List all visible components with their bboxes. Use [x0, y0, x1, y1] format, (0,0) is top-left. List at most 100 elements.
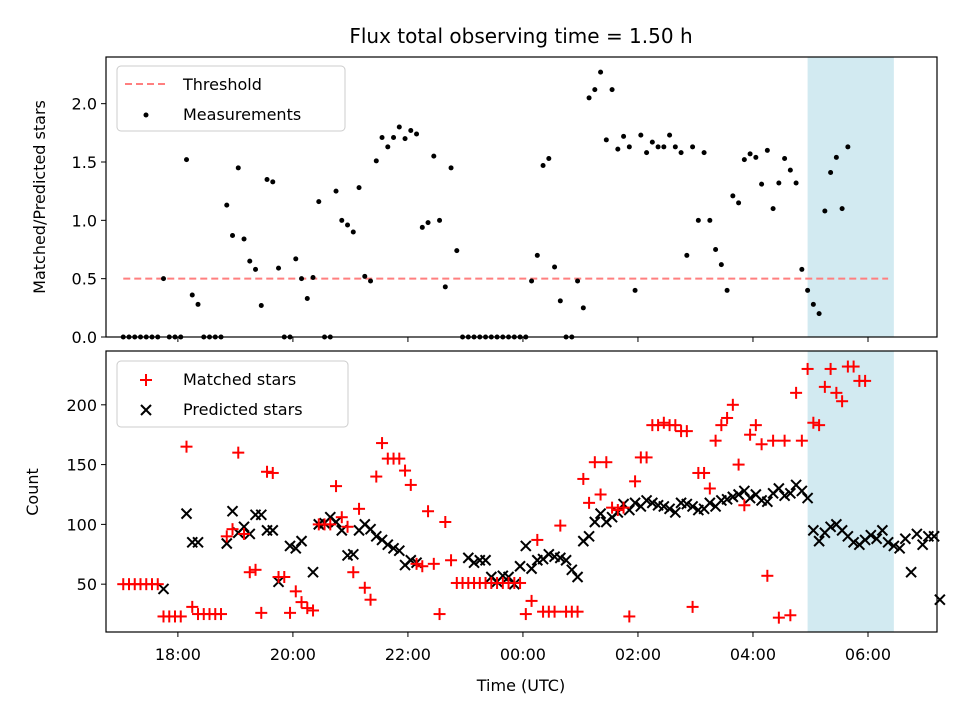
top-y-tick-label: 1.5: [72, 153, 97, 172]
measurements-legend-swatch: [143, 112, 149, 118]
top-panel: 0.00.51.01.52.0 Matched/Predicted stars …: [30, 56, 938, 347]
matched-point: [738, 499, 751, 512]
measurement-point: [747, 151, 753, 157]
measurement-point: [828, 170, 834, 175]
matched-legend-label: Matched stars: [183, 370, 296, 389]
measurement-point: [356, 185, 362, 191]
bottom-plot-frame: [105, 350, 938, 633]
matched-point: [577, 472, 590, 485]
measurement-point: [230, 233, 236, 238]
predicted-point: [870, 533, 883, 545]
matched-point: [410, 557, 423, 570]
bottom-y-tick-label: 100: [66, 515, 97, 534]
matched-point: [151, 578, 164, 591]
measurement-point: [258, 303, 264, 308]
matched-point: [174, 610, 187, 623]
matched-point: [439, 515, 452, 528]
matched-point: [353, 502, 366, 515]
measurement-point: [764, 147, 770, 153]
measurement-point: [592, 87, 598, 93]
measurement-point: [672, 144, 678, 150]
measurement-point: [603, 137, 609, 143]
measurement-point: [253, 266, 259, 272]
bottom-highlight-band: [807, 351, 894, 632]
matched-point: [657, 416, 670, 429]
measurement-point: [304, 296, 310, 301]
matched-point: [284, 606, 297, 619]
matched-point: [548, 605, 561, 618]
matched-point: [278, 570, 291, 583]
measurement-point: [448, 165, 454, 171]
predicted-point: [238, 521, 250, 533]
bottom-y-tick-label: 200: [66, 396, 97, 415]
matched-point: [376, 437, 389, 450]
top-plot-frame: [105, 56, 938, 338]
matched-point: [847, 360, 860, 373]
measurement-point: [385, 144, 391, 150]
bottom-x-tick-label: 22:00: [385, 645, 431, 664]
matched-point: [370, 470, 383, 483]
matched-point: [824, 362, 837, 375]
measurement-point: [419, 224, 425, 230]
measurement-point: [615, 146, 621, 152]
measurement-point: [661, 144, 667, 150]
bottom-legend-box: [116, 360, 349, 428]
matched-point: [445, 554, 458, 567]
predicted-point: [347, 548, 359, 560]
matched-point: [427, 557, 440, 570]
top-legend: Threshold Measurements: [116, 65, 346, 132]
predicted-point: [911, 528, 923, 540]
measurement-point: [276, 265, 282, 271]
matched-point: [289, 585, 302, 598]
predicted-point: [744, 492, 756, 504]
threshold-legend-label: Threshold: [182, 75, 262, 94]
predicted-point: [905, 566, 917, 578]
matched-point: [347, 566, 360, 579]
measurement-point: [575, 278, 581, 284]
predicted-point: [721, 493, 733, 505]
predicted-point: [640, 494, 653, 507]
predicted-point: [681, 498, 693, 510]
predicted-point: [520, 540, 532, 552]
matched-point: [859, 374, 872, 387]
matched-point: [330, 480, 343, 493]
predicted-point: [180, 507, 193, 520]
measurement-point: [787, 167, 793, 173]
matched-point: [818, 380, 831, 393]
measurement-point: [736, 200, 742, 206]
bottom-x-tick-label: 02:00: [615, 645, 661, 664]
matched-point: [640, 451, 653, 464]
matched-point: [698, 466, 711, 479]
matched-point: [767, 434, 780, 447]
matched-point: [519, 608, 532, 621]
predicted-point: [773, 482, 785, 495]
bottom-x-tick-label: 04:00: [730, 645, 776, 664]
predicted-point: [583, 530, 595, 543]
matched-point: [364, 593, 377, 606]
bottom-x-tick-label: 18:00: [155, 645, 201, 664]
measurement-point: [368, 278, 374, 284]
matched-point: [732, 458, 745, 471]
predicted-point: [778, 489, 791, 502]
measurement-point: [552, 264, 558, 270]
predicted-point: [307, 566, 319, 578]
matched-point: [784, 609, 797, 622]
matched-point: [801, 362, 814, 375]
predicted-point: [571, 571, 584, 583]
measurement-point: [540, 163, 546, 168]
matched-point: [611, 504, 624, 517]
measurement-point: [408, 128, 414, 133]
measurement-point: [391, 135, 397, 140]
measurement-point: [718, 262, 724, 268]
bottom-y-tick-label: 50: [77, 575, 97, 594]
measurement-point: [609, 87, 615, 93]
bottom-y-axis: 50 100 150 200: [66, 396, 106, 594]
measurement-point: [454, 248, 460, 254]
predicted-point: [738, 485, 751, 497]
top-marks: [120, 69, 889, 340]
predicted-point: [801, 492, 814, 504]
predicted-point: [646, 497, 659, 509]
predicted-point: [370, 530, 382, 543]
matched-point: [652, 419, 665, 432]
